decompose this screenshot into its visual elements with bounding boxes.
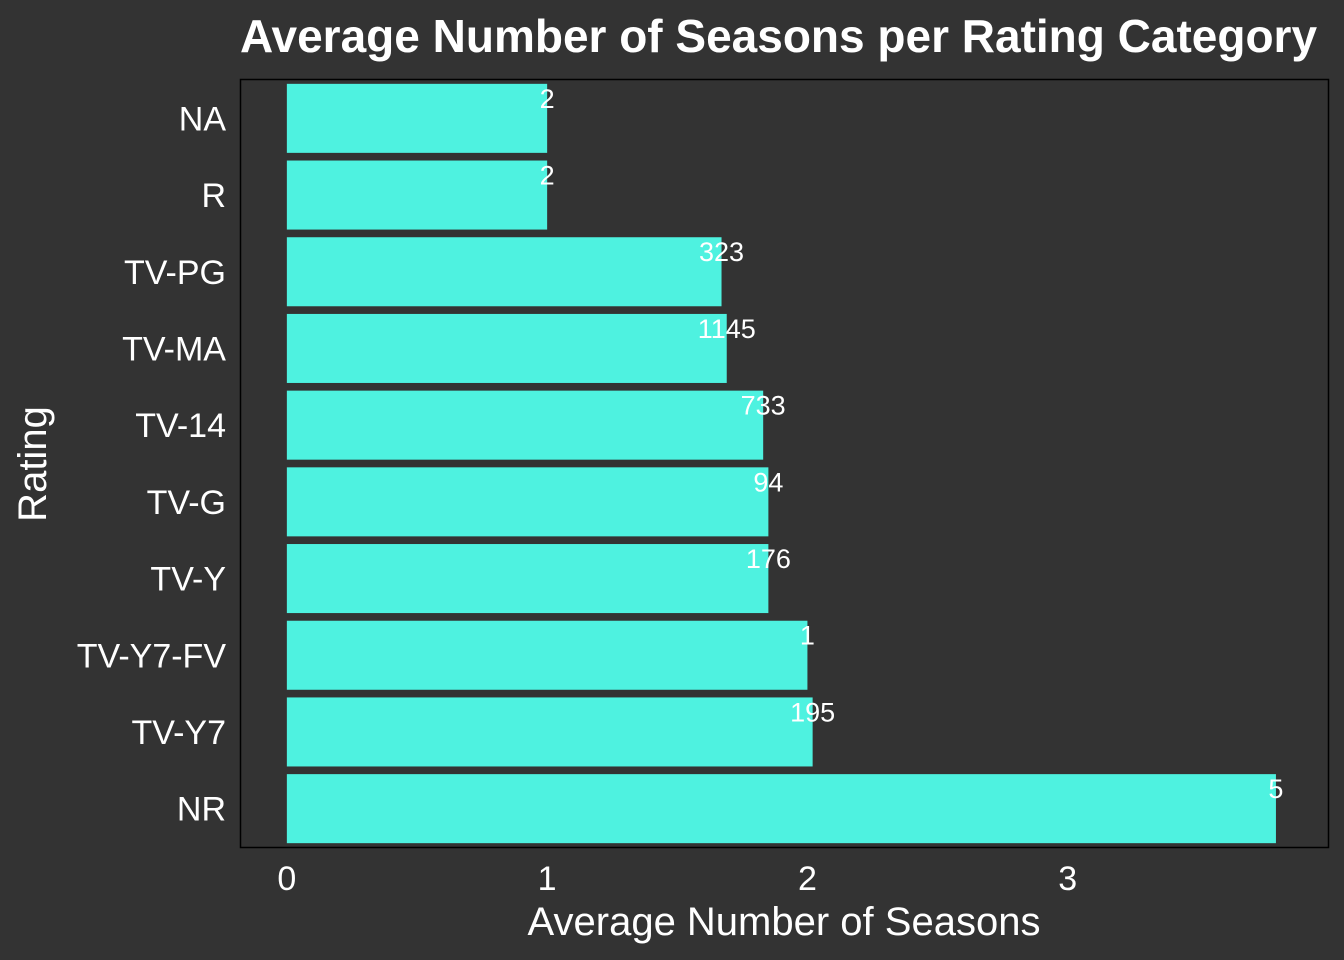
y-tick-label: TV-14	[135, 407, 226, 445]
x-tick-label: 3	[1058, 860, 1077, 898]
x-tick-label: 2	[798, 860, 817, 898]
chart-title: Average Number of Seasons per Rating Cat…	[240, 10, 1317, 62]
bar-tv-14	[286, 390, 764, 460]
y-tick-label: TV-PG	[124, 254, 226, 292]
x-tick-label: 1	[538, 860, 557, 898]
y-tick-label: TV-Y7-FV	[77, 637, 227, 675]
bar-data-label: 176	[746, 544, 791, 574]
bar-data-label: 195	[790, 697, 835, 727]
bar-tv-g	[286, 467, 769, 537]
bar-r	[286, 160, 548, 230]
bar-tv-y7	[286, 697, 813, 767]
x-axis-tick-labels: 0 1 2 3	[277, 860, 1077, 898]
bar-data-label: 733	[741, 391, 786, 421]
plot-panel-border	[239, 78, 1330, 849]
y-tick-label: TV-G	[147, 484, 226, 522]
bar-data-label: 2	[540, 161, 555, 191]
y-tick-label: R	[201, 177, 226, 215]
bar-data-label: 1	[800, 621, 815, 651]
bar-data-label: 94	[753, 467, 783, 497]
y-tick-label: TV-MA	[122, 330, 226, 368]
bar-tv-ma	[286, 313, 727, 383]
y-tick-label: TV-Y7	[132, 714, 226, 752]
y-axis-label: Rating	[11, 406, 55, 522]
bar-data-label: 323	[699, 237, 744, 267]
y-axis-tick-labels: NA R TV-PG TV-MA TV-14 TV-G TV-Y TV-Y7-FV TV-Y7 N…	[77, 100, 227, 828]
y-tick-label: TV-Y	[150, 561, 226, 599]
bar-na	[286, 83, 548, 153]
bar-data-label: 5	[1268, 774, 1283, 804]
bar-data-label: 1145	[698, 314, 756, 344]
x-axis-label: Average Number of Seasons	[528, 900, 1041, 944]
bar-nr	[286, 774, 1276, 844]
bar-tv-pg	[286, 237, 722, 307]
y-tick-label: NA	[179, 100, 227, 138]
bar-tv-y	[286, 544, 769, 614]
x-tick-label: 0	[277, 860, 296, 898]
bar-tv-y7-fv	[286, 620, 808, 690]
data-labels-layer: 2 2 323 1145 733 94 176 1 195 5	[540, 84, 1284, 804]
y-tick-label: NR	[177, 791, 226, 829]
bar-data-label: 2	[540, 84, 555, 114]
bars-layer	[286, 83, 1276, 844]
